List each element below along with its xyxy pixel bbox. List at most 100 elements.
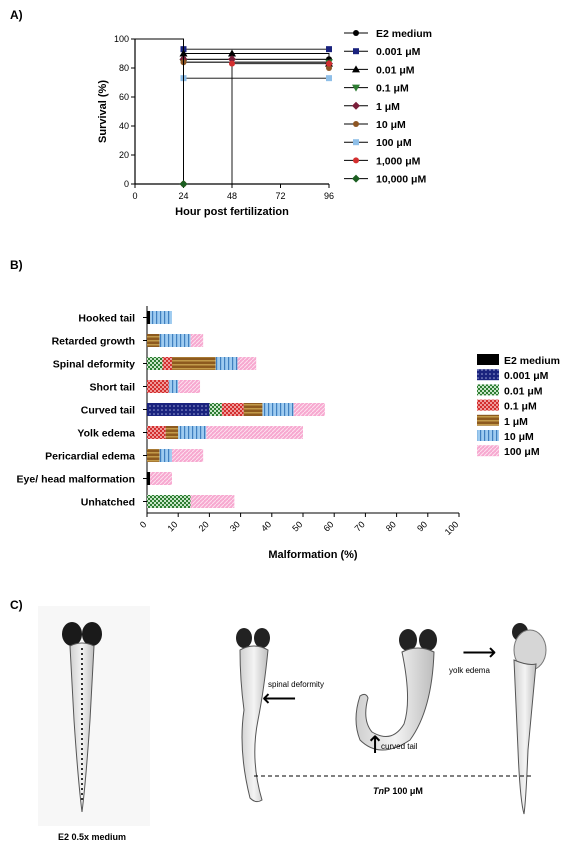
- treatment-label-rest: P 100 μM: [384, 786, 423, 796]
- legend-label: 1 μM: [376, 101, 400, 113]
- x-tick-label: 40: [259, 519, 273, 533]
- bar-segment: [150, 472, 172, 485]
- legend-swatch: [477, 384, 499, 396]
- bar-segment: [243, 403, 263, 416]
- malformation-bar-chart: 0 10 20 30 40 50 60 70 80 90 100 Malformation (%) Ho…: [17, 306, 560, 561]
- x-tick-label: 96: [324, 191, 334, 201]
- data-point: [326, 75, 332, 82]
- category-label: Spinal deformity: [53, 359, 135, 371]
- larva-body: [239, 645, 269, 803]
- category-label: Eye/ head malformation: [17, 474, 135, 486]
- larva-spinal-deformity: [236, 628, 270, 803]
- arrow-up-icon: ↑: [365, 731, 386, 759]
- bar-segment: [159, 449, 172, 462]
- bar-segment: [209, 403, 222, 416]
- x-tick-label: 30: [228, 519, 242, 533]
- larva-eye: [62, 622, 82, 646]
- legend-swatch: [477, 430, 499, 441]
- bar-segment: [178, 426, 207, 439]
- legend-label: E2 medium: [376, 28, 432, 40]
- survival-step-line: [135, 38, 184, 184]
- bar-segment: [221, 403, 244, 416]
- legend-label: 1,000 μM: [376, 155, 421, 167]
- x-axis-title: Hour post fertilization: [175, 206, 289, 218]
- legend-item: 0.001 μM: [344, 46, 421, 58]
- x-tick-label: 20: [197, 519, 211, 533]
- legend-label: 100 μM: [376, 137, 412, 149]
- x-tick-label: 80: [384, 519, 398, 533]
- data-point: [229, 60, 235, 67]
- x-tick-label: 50: [290, 519, 304, 533]
- legend-swatch: [477, 369, 499, 381]
- larva-eye: [399, 629, 417, 651]
- treatment-label-italic: Tn: [373, 786, 384, 796]
- data-point: [179, 180, 188, 188]
- y-tick-label: 60: [119, 92, 129, 102]
- legend-marker: [352, 174, 360, 183]
- bar-segment: [237, 357, 257, 370]
- category-label: Yolk edema: [77, 428, 135, 440]
- legend-item: E2 medium: [344, 28, 432, 40]
- larva-body: [69, 642, 95, 813]
- legend-label: 1 μM: [504, 416, 528, 428]
- category-label: Curved tail: [81, 405, 135, 417]
- arrow-left-icon: ⟵: [262, 684, 297, 712]
- bar-segment: [159, 334, 191, 347]
- arrow-right-icon: ⟶: [462, 638, 497, 666]
- data-point: [228, 55, 236, 64]
- legend-label: 10 μM: [504, 431, 534, 443]
- y-tick-label: 0: [124, 179, 129, 189]
- x-tick-label: 24: [178, 191, 188, 201]
- panel-a-label: A): [10, 8, 23, 22]
- x-tick-label: 60: [321, 519, 335, 533]
- category-label: Short tail: [89, 382, 135, 394]
- bar-segment: [162, 357, 172, 370]
- legend-marker: [353, 139, 359, 146]
- legend-item: 0.001 μM: [477, 369, 549, 382]
- legend-label: E2 medium: [504, 355, 560, 367]
- bar-segment: [215, 357, 238, 370]
- bar-segment: [147, 380, 169, 393]
- x-tick-label: 90: [415, 519, 429, 533]
- legend-label: 100 μM: [504, 446, 540, 458]
- x-tick-label: 0: [132, 191, 137, 201]
- legend-marker: [352, 101, 360, 110]
- x-tick-label: 72: [275, 191, 285, 201]
- bar-segment: [190, 334, 204, 347]
- bar-segment: [150, 311, 172, 324]
- x-axis-title: Malformation (%): [268, 549, 358, 561]
- bar-segment: [206, 426, 303, 439]
- legend-item: 1,000 μM: [344, 155, 421, 167]
- legend-item: 100 μM: [477, 445, 540, 458]
- bar-segment: [262, 403, 294, 416]
- bar-segment: [171, 449, 204, 462]
- legend-item: 0.01 μM: [344, 64, 415, 76]
- legend-marker: [353, 157, 359, 164]
- legend-label: 0.01 μM: [376, 64, 415, 76]
- legend-marker: [353, 121, 359, 127]
- bar-segment: [168, 380, 179, 393]
- category-label: Retarded growth: [52, 336, 135, 348]
- legend-label: 0.001 μM: [376, 46, 421, 58]
- survival-line-chart: 0 20 40 60 80 100 0 24 48 72 96 Hour post fertiliza…: [97, 28, 432, 218]
- larva-yolk-edema: [512, 623, 547, 815]
- larva-body: [513, 659, 537, 815]
- legend-label: 0.01 μM: [504, 385, 543, 397]
- data-point: [326, 60, 332, 67]
- legend-item: 10,000 μM: [344, 174, 426, 186]
- legend-label: 10 μM: [376, 119, 406, 131]
- legend-label: 0.1 μM: [376, 83, 409, 95]
- category-label: Unhatched: [81, 497, 135, 509]
- bar-segment: [165, 426, 179, 439]
- bar-segment: [147, 472, 151, 485]
- legend-marker: [353, 30, 359, 36]
- legend-swatch: [477, 399, 499, 411]
- legend-item: 0.01 μM: [477, 384, 543, 397]
- control-caption: E2 0.5x medium: [58, 832, 127, 842]
- larva-eye: [236, 628, 252, 648]
- legend-label: 0.1 μM: [504, 401, 537, 413]
- legend-item: 1 μM: [344, 101, 400, 113]
- bar-segment: [147, 426, 166, 439]
- annotation-yolk-edema: yolk edema: [449, 666, 490, 675]
- panel-c-label: C): [10, 598, 23, 612]
